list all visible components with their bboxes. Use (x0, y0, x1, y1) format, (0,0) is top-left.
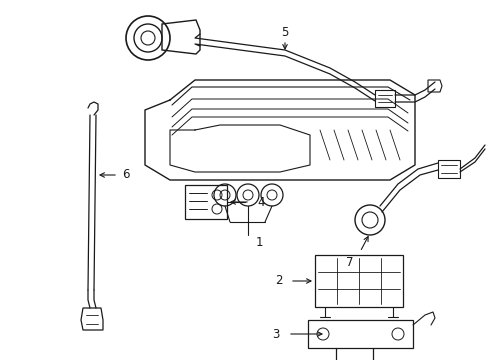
Text: 7: 7 (346, 256, 353, 269)
Text: 3: 3 (272, 328, 280, 341)
Text: 2: 2 (275, 274, 283, 288)
Text: 5: 5 (281, 27, 288, 40)
Text: 4: 4 (257, 195, 264, 208)
Bar (314, 255, 402, 307)
Text: 6: 6 (122, 168, 129, 181)
Bar (307, 320, 412, 348)
Text: 1: 1 (256, 235, 263, 248)
